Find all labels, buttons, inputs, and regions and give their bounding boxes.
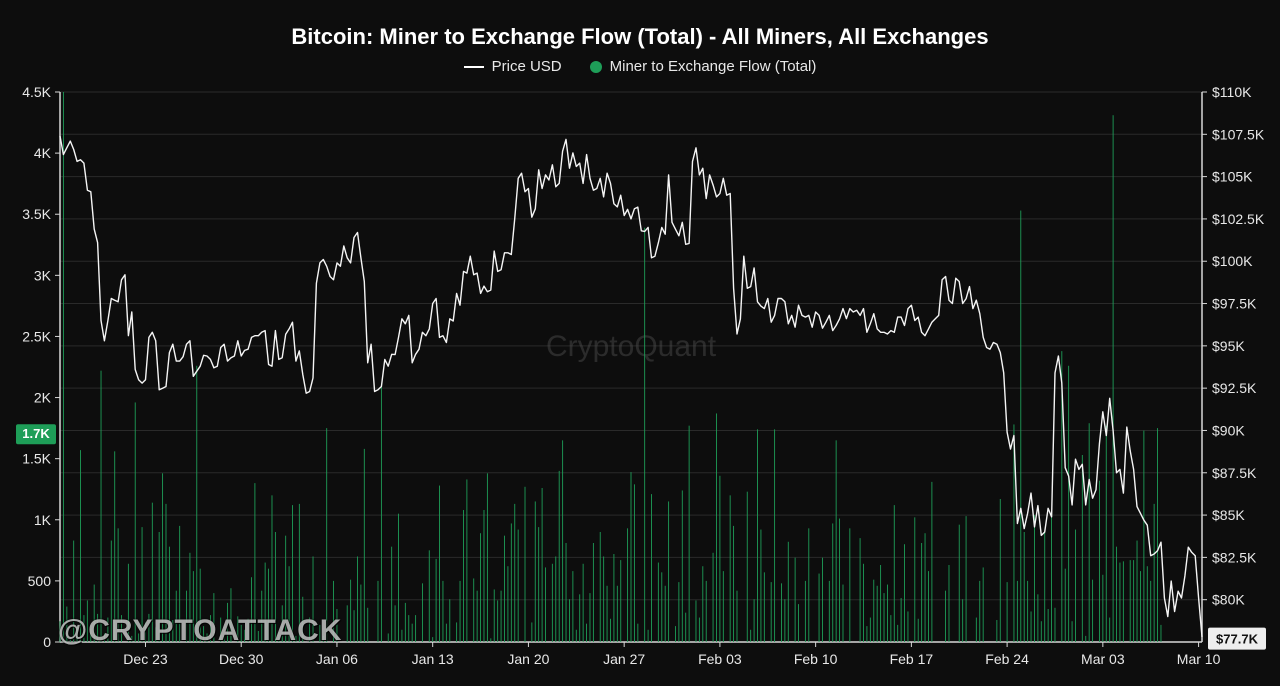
svg-text:2.5K: 2.5K bbox=[22, 328, 51, 344]
svg-text:4.5K: 4.5K bbox=[22, 84, 51, 100]
svg-text:$107.5K: $107.5K bbox=[1212, 126, 1265, 142]
svg-text:4K: 4K bbox=[34, 145, 52, 161]
svg-text:$87.5K: $87.5K bbox=[1212, 465, 1257, 481]
svg-text:$80K: $80K bbox=[1212, 592, 1245, 608]
svg-text:CryptoQuant: CryptoQuant bbox=[546, 330, 717, 363]
svg-text:Mar 10: Mar 10 bbox=[1177, 651, 1221, 667]
svg-text:$77.7K: $77.7K bbox=[1216, 632, 1259, 647]
svg-text:1.7K: 1.7K bbox=[22, 426, 50, 441]
svg-text:Feb 03: Feb 03 bbox=[698, 651, 742, 667]
svg-text:500: 500 bbox=[28, 573, 52, 589]
svg-text:Jan 06: Jan 06 bbox=[316, 651, 358, 667]
svg-text:Feb 10: Feb 10 bbox=[794, 651, 838, 667]
svg-text:Dec 30: Dec 30 bbox=[219, 651, 264, 667]
svg-text:1.5K: 1.5K bbox=[22, 451, 51, 467]
svg-text:3K: 3K bbox=[34, 267, 52, 283]
svg-text:0: 0 bbox=[43, 634, 51, 650]
svg-text:Feb 17: Feb 17 bbox=[890, 651, 934, 667]
svg-text:$90K: $90K bbox=[1212, 422, 1245, 438]
svg-text:$105K: $105K bbox=[1212, 169, 1253, 185]
svg-text:Jan 20: Jan 20 bbox=[507, 651, 549, 667]
svg-text:3.5K: 3.5K bbox=[22, 206, 51, 222]
svg-text:Feb 24: Feb 24 bbox=[985, 651, 1029, 667]
svg-text:$85K: $85K bbox=[1212, 507, 1245, 523]
svg-text:Mar 03: Mar 03 bbox=[1081, 651, 1125, 667]
svg-text:Dec 23: Dec 23 bbox=[123, 651, 168, 667]
svg-text:$102.5K: $102.5K bbox=[1212, 211, 1265, 227]
svg-text:$110K: $110K bbox=[1212, 84, 1252, 100]
svg-text:$97.5K: $97.5K bbox=[1212, 296, 1257, 312]
svg-text:Jan 27: Jan 27 bbox=[603, 651, 645, 667]
svg-text:1K: 1K bbox=[34, 512, 52, 528]
svg-text:2K: 2K bbox=[34, 390, 52, 406]
chart-plot: 0 500 1K 1.5K 2K 2.5K 3K 3.5K 4K 4.5K $80K $82.5K $8… bbox=[0, 0, 1280, 686]
svg-text:$82.5K: $82.5K bbox=[1212, 549, 1257, 565]
svg-text:$92.5K: $92.5K bbox=[1212, 380, 1257, 396]
svg-text:$95K: $95K bbox=[1212, 338, 1245, 354]
chart-container: Bitcoin: Miner to Exchange Flow (Total) … bbox=[0, 0, 1280, 686]
svg-text:$100K: $100K bbox=[1212, 253, 1253, 269]
svg-text:Jan 13: Jan 13 bbox=[412, 651, 454, 667]
